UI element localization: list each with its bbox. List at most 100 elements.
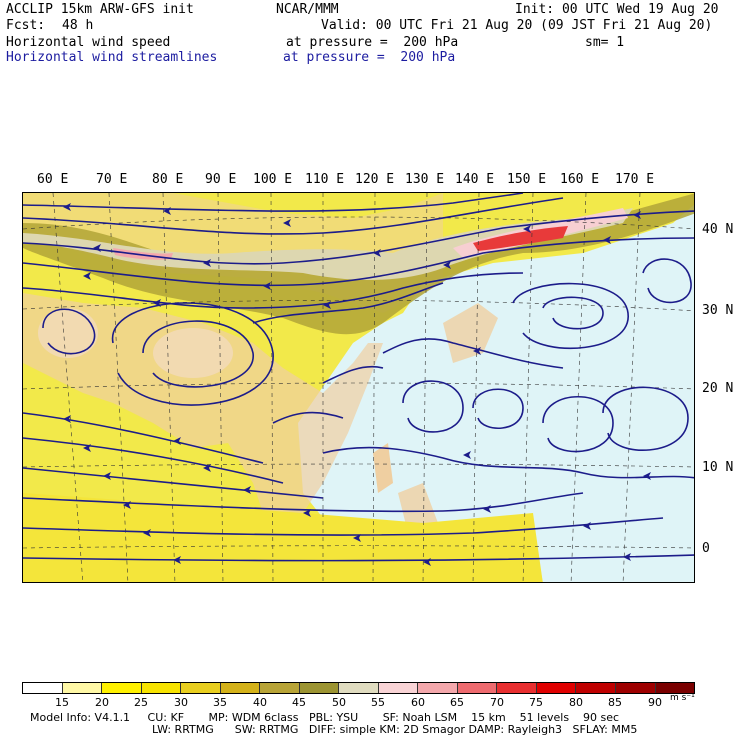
colorbar-swatch: [536, 683, 577, 693]
colorbar: [22, 682, 695, 694]
arrow: [373, 249, 381, 257]
arrow: [523, 225, 531, 233]
streamline: [402, 380, 464, 433]
arrow: [63, 415, 71, 423]
lon-label: 170 E: [615, 172, 655, 187]
arrow: [163, 207, 171, 215]
graticule-line: [472, 193, 480, 582]
colorbar-tick-label: 60: [411, 696, 425, 709]
colorbar-swatch: [615, 683, 656, 693]
jet-stream-band: [23, 193, 694, 335]
arrow: [583, 522, 591, 530]
arrow: [243, 486, 251, 494]
colorbar-swatch: [418, 683, 458, 693]
field2-name: Horizontal wind streamlines: [6, 50, 218, 65]
graticule-line: [23, 545, 694, 549]
colorbar-swatch: [260, 683, 300, 693]
arrow: [103, 472, 111, 480]
colorbar-tick-label: 30: [174, 696, 188, 709]
lon-label: 60 E: [37, 172, 69, 187]
arrow: [283, 219, 291, 227]
model-info-line2: LW: RRTMG SW: RRTMG DIFF: simple KM: 2D …: [152, 723, 638, 736]
jet-max-core: [473, 226, 568, 251]
land-area: [373, 443, 393, 493]
lat-label: 0: [702, 541, 710, 556]
calm-wind-region: [298, 204, 694, 582]
colorbar-swatch: [181, 683, 221, 693]
lat-label: 10 N: [702, 460, 734, 475]
arrow: [93, 244, 101, 252]
colorbar-swatch: [102, 683, 142, 693]
colorbar-tick-label: 70: [490, 696, 504, 709]
colorbar-swatch: [299, 683, 340, 693]
lat-label: 40 N: [702, 222, 734, 237]
arrow: [63, 203, 71, 211]
colorbar-tick-label: 25: [134, 696, 148, 709]
land-area: [443, 303, 498, 363]
forecast-label: Fcst:: [6, 18, 46, 33]
jet-stream-core: [23, 208, 633, 280]
arrow: [423, 558, 431, 566]
streamline: [23, 272, 524, 309]
streamline: [23, 437, 284, 484]
arrow: [643, 472, 651, 480]
streamline: [23, 197, 564, 235]
colorbar-swatch: [378, 683, 419, 693]
streamlines: [23, 193, 694, 562]
colorbar-tick-label: 90: [648, 696, 662, 709]
org-label: NCAR/MMM: [276, 2, 339, 17]
graticule-line: [372, 193, 376, 582]
colorbar-tick-label: 80: [569, 696, 583, 709]
init-time: Init: 00 UTC Wed 19 Aug 20: [515, 2, 719, 17]
arrow: [83, 272, 91, 280]
colorbar-tick-label: 40: [253, 696, 267, 709]
streamline: [322, 446, 694, 479]
lon-label: 130 E: [405, 172, 445, 187]
colorbar-swatch: [339, 683, 379, 693]
graticule-line: [108, 193, 129, 582]
colorbar-tick-label: 75: [529, 696, 543, 709]
field1-level: at pressure = 200 hPa: [286, 35, 459, 50]
streamline: [252, 282, 444, 324]
lon-label: 150 E: [507, 172, 547, 187]
arrow: [463, 451, 471, 459]
colorbar-tick-label: 15: [55, 696, 69, 709]
graticule-line: [23, 382, 694, 390]
lon-label: 90 E: [205, 172, 237, 187]
colorbar-tick-label: 65: [450, 696, 464, 709]
streamline-arrows: [63, 203, 651, 566]
colorbar-tick-label: 85: [608, 696, 622, 709]
field1-name: Horizontal wind speed: [6, 35, 171, 50]
streamline: [142, 320, 254, 388]
graticule-line: [217, 193, 224, 582]
colorbar-tick-label: 35: [213, 696, 227, 709]
smoothing-value: sm= 1: [585, 35, 625, 50]
colorbar-tick-label: 45: [292, 696, 306, 709]
forecast-hour: 48 h: [62, 18, 94, 33]
arrow: [623, 553, 631, 561]
arrow: [353, 534, 361, 542]
colorbar-swatch: [497, 683, 537, 693]
model-info-line1: Model Info: V4.1.1 CU: KF MP: WDM 6class…: [30, 711, 620, 724]
wind-map-canvas: [23, 193, 694, 582]
graticule-line: [522, 193, 534, 582]
arrow: [153, 299, 161, 307]
lon-label: 160 E: [560, 172, 600, 187]
streamline: [542, 296, 604, 330]
streamline: [642, 258, 692, 304]
streamline: [542, 395, 614, 453]
colorbar-swatch: [220, 683, 261, 693]
arrow: [303, 509, 311, 517]
valid-time: Valid: 00 UTC Fri 21 Aug 20 (09 JST Fri …: [321, 18, 713, 33]
arrow: [603, 236, 611, 244]
colorbar-swatch: [141, 683, 182, 693]
streamline: [272, 411, 344, 424]
streamline: [112, 302, 274, 406]
graticule-line: [270, 193, 274, 582]
lat-label: 20 N: [702, 381, 734, 396]
streamline: [322, 365, 384, 384]
lon-label: 80 E: [152, 172, 184, 187]
colorbar-swatch: [62, 683, 103, 693]
colorbar-swatch: [655, 683, 695, 693]
streamline: [23, 467, 324, 499]
